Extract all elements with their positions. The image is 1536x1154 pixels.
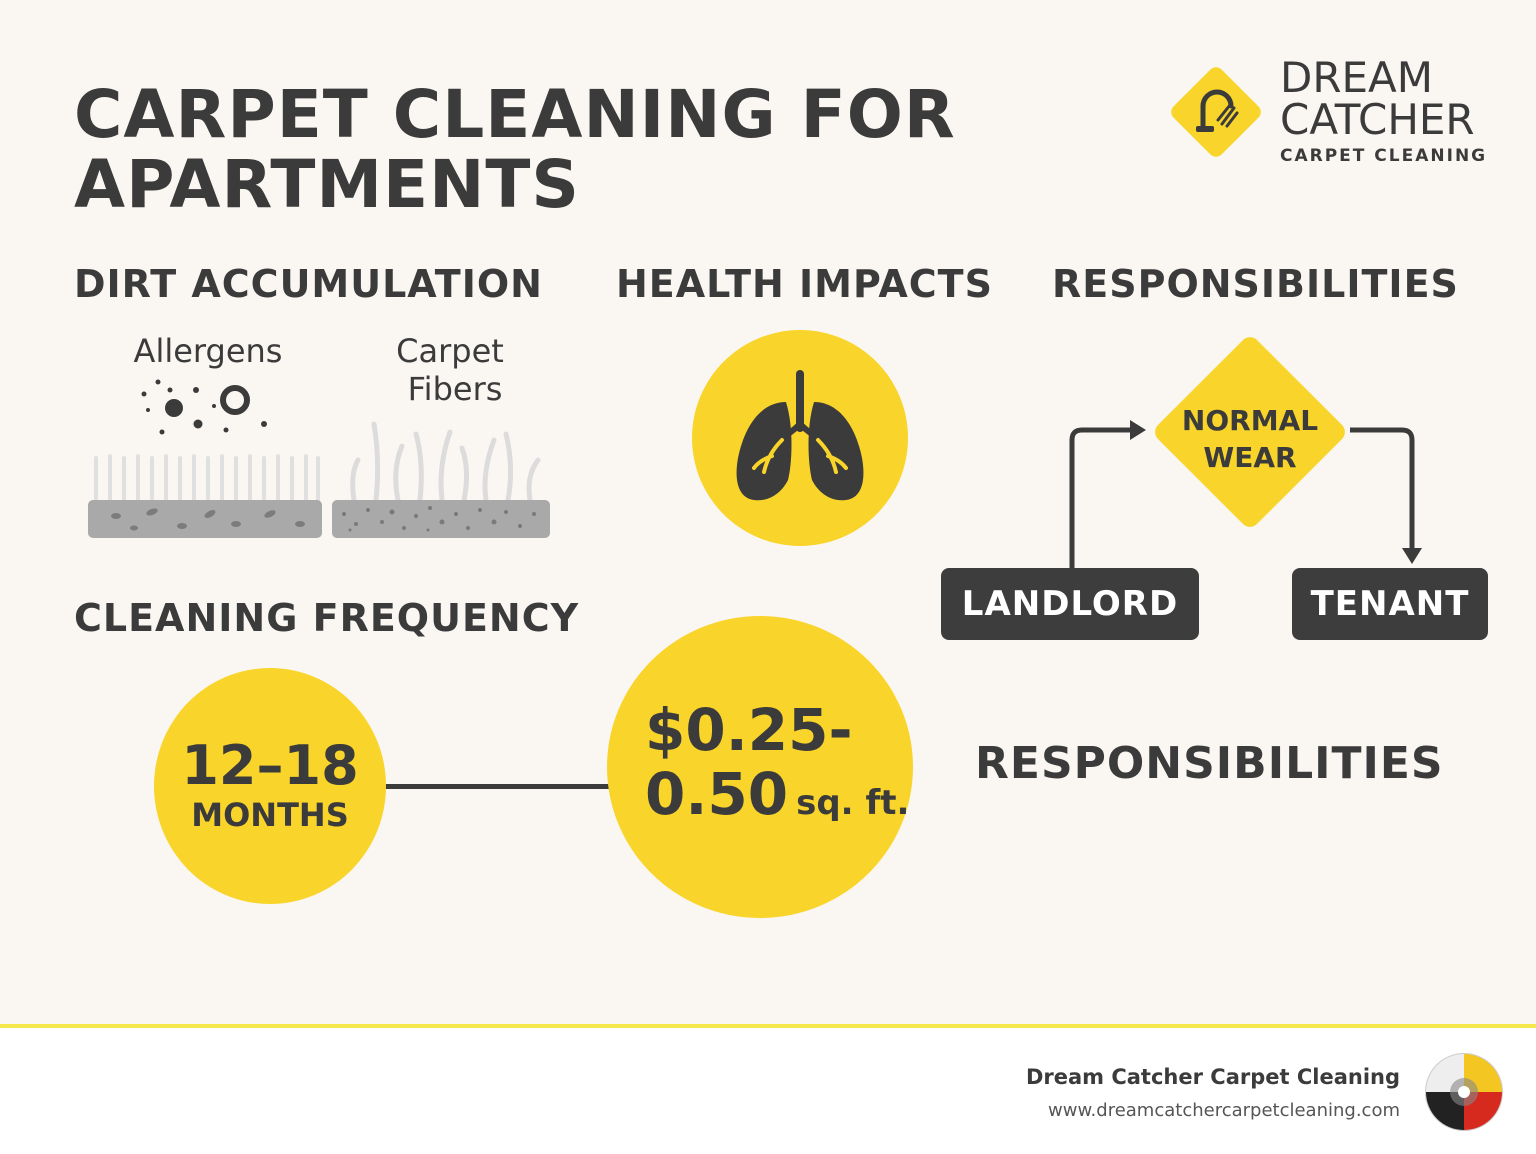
price-unit: sq. ft. (796, 783, 910, 823)
normal-wear-line1: NORMAL (1181, 404, 1319, 437)
dirt-accumulation-heading: DIRT ACCUMULATION (74, 262, 543, 306)
normal-wear-diamond (1155, 337, 1345, 527)
cleaning-frequency-heading: CLEANING FREQUENCY (74, 596, 580, 640)
interval-value: 12–18 (181, 734, 359, 797)
interval-circle: 12–18 MONTHS (154, 668, 386, 904)
responsibilities-heading-secondary: RESPONSIBILITIES (975, 738, 1444, 789)
price-line1: $0.25- (645, 696, 853, 764)
price-circle: $0.25- 0.50 sq. ft. (607, 616, 913, 918)
footer (0, 1028, 1536, 1154)
page-title: CARPET CLEANING FOR APARTMENTS (74, 76, 956, 223)
health-impacts-circle (692, 330, 908, 546)
normal-wear-line2: WEAR (1203, 441, 1297, 474)
brand-logo: DREAM CATCHER CARPET CLEANING (1160, 53, 1500, 168)
price-line2: 0.50 sq. ft. (645, 762, 909, 826)
responsibilities-flow-arrows (1069, 420, 1422, 570)
landlord-box: LANDLORD (941, 568, 1199, 640)
footer-url[interactable]: www.dreamcatchercarpetcleaning.com (1048, 1100, 1400, 1121)
allergens-particles-icon (141, 379, 267, 435)
brand-diamond-icon (1171, 67, 1261, 157)
dreamcatcher-medallion-icon (1425, 1053, 1503, 1131)
price-value: 0.50 (645, 760, 789, 828)
footer-company-name: Dream Catcher Carpet Cleaning (1025, 1065, 1400, 1089)
interval-unit: MONTHS (191, 796, 349, 834)
carpet-fibers-illustration (88, 421, 550, 538)
brand-subtitle: CARPET CLEANING (1280, 146, 1488, 166)
fibers-label-line1: Carpet (396, 332, 504, 370)
allergens-label: Allergens (133, 332, 283, 370)
footer-divider (0, 1024, 1536, 1028)
frequency-connector-line (380, 784, 620, 789)
responsibilities-heading: RESPONSIBILITIES (1052, 262, 1459, 306)
brand-name-line1: DREAM (1280, 53, 1434, 102)
brand-name-line2: CATCHER (1280, 95, 1475, 144)
lungs-icon (736, 370, 864, 501)
tenant-box: TENANT (1292, 568, 1488, 640)
health-impacts-heading: HEALTH IMPACTS (616, 262, 993, 306)
fibers-label-line2: Fibers (407, 370, 503, 408)
